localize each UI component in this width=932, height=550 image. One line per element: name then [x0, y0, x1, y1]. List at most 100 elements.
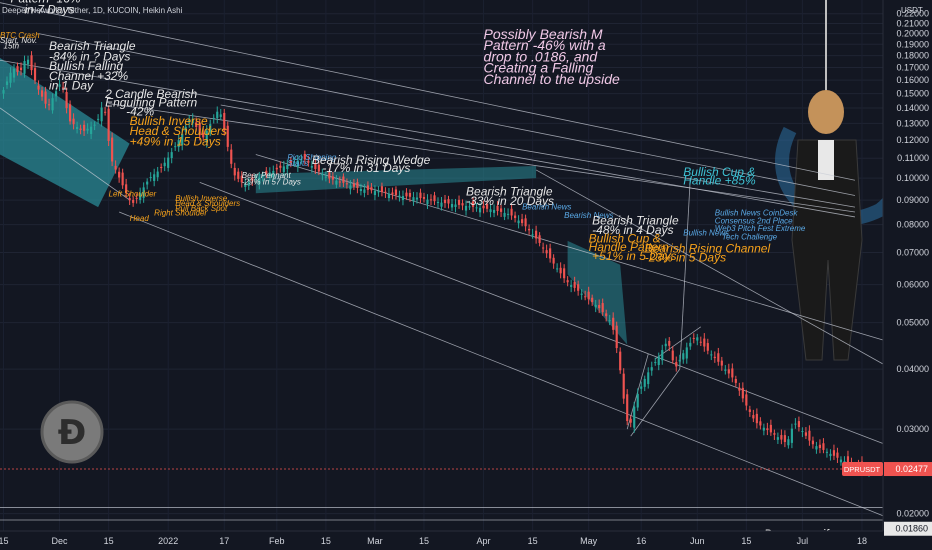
candle-body: [177, 140, 180, 148]
candle-body: [811, 440, 815, 445]
candle-body: [825, 451, 829, 453]
candle-body: [769, 424, 772, 433]
chart-annotation: Bullish Falling: [49, 59, 123, 73]
candle-body: [485, 203, 489, 209]
candle-body: [61, 87, 65, 89]
candle-body: [279, 165, 282, 168]
candle-body: [552, 257, 555, 264]
y-tick-label: 0.04000: [896, 364, 929, 374]
symbol-badge-text: DPRUSDT: [844, 465, 881, 474]
chart-annotation: -17% in 31 Days: [322, 161, 410, 175]
candle-body: [310, 166, 313, 168]
chart-annotation: Start, Nov.: [0, 36, 37, 45]
x-tick-label: 16: [636, 536, 646, 546]
candle-body: [307, 160, 310, 163]
coin-letter-icon: Đ: [58, 413, 87, 453]
candle-body: [489, 209, 492, 213]
chart-annotation: Handle +85%: [683, 173, 756, 187]
chart-annotation: 15th: [4, 42, 20, 51]
chart-annotation: Bullish Cup &: [589, 231, 661, 245]
candle-body: [615, 325, 618, 349]
candle-body: [153, 174, 156, 181]
chart-annotation: Bearish Triangle: [49, 39, 136, 53]
chart-annotation: Bullish News: [683, 228, 729, 237]
candle-body: [759, 421, 762, 426]
candle-body: [380, 186, 384, 193]
candle-body: [457, 199, 461, 205]
y-tick-label: 0.19000: [896, 39, 929, 49]
candle-body: [111, 137, 114, 162]
candle-body: [107, 108, 110, 141]
target-price-badge: [884, 521, 932, 536]
candle-body: [324, 176, 327, 178]
chart-annotation: Engulfing Pattern: [105, 95, 197, 109]
candle-body: [478, 207, 482, 213]
candle-body: [429, 199, 433, 201]
chart-annotation: BTC Crash: [0, 31, 40, 40]
candle-body: [247, 182, 250, 186]
chart-annotation: -23% in 5 Days: [645, 251, 726, 265]
candle-body: [387, 193, 391, 199]
candle-body: [629, 418, 632, 423]
candle-body: [135, 197, 138, 199]
candle-body: [661, 350, 664, 361]
candle-body: [412, 197, 415, 202]
candle-body: [475, 207, 478, 209]
candle-body: [275, 167, 278, 170]
candle-body: [132, 199, 135, 203]
candle-body: [699, 341, 702, 343]
candle-body: [657, 356, 660, 366]
candle-body: [503, 212, 506, 217]
candle-body: [265, 170, 268, 175]
symbol-badge: [842, 462, 883, 477]
candle-body: [317, 164, 320, 172]
candle-body: [787, 439, 790, 446]
chart-annotation: Pico Shipping: [287, 153, 336, 162]
candle-body: [331, 176, 334, 180]
symbol-line: Deeper Network / Tether, 1D, KUCOIN, Hei…: [2, 6, 183, 15]
candle-body: [202, 132, 205, 138]
candle-body: [633, 406, 636, 428]
chart-annotation: +49% in 15 Days: [130, 134, 221, 148]
x-tick-label: 15: [0, 536, 9, 546]
candle-body: [598, 305, 601, 309]
chart-annotation: Pull Back Spot: [175, 204, 228, 213]
candle-body: [363, 189, 366, 193]
candle-body: [384, 191, 387, 193]
x-tick-label: 15: [528, 536, 538, 546]
candle-body: [2, 90, 5, 94]
chart-annotation: Consensus 2nd Place: [715, 216, 793, 225]
candle-layer: [2, 51, 871, 477]
y-tick-label: 0.20000: [896, 29, 929, 39]
chart-annotation: Bearish Triangle: [592, 214, 679, 228]
candle-body: [258, 177, 261, 185]
candle-body: [209, 124, 212, 132]
trendline: [0, 107, 130, 201]
candle-body: [370, 187, 373, 191]
chart-annotation: Channel +32%: [49, 69, 128, 83]
candle-body: [580, 293, 583, 295]
candle-body: [664, 343, 667, 347]
candle-body: [90, 126, 93, 134]
candle-body: [93, 124, 96, 126]
candle-body: [499, 208, 503, 212]
chart-annotation: -48% in 4 Days: [592, 223, 673, 237]
chart-annotation: Possibly Bearish M: [484, 26, 603, 42]
candle-body: [808, 430, 811, 441]
candle-body: [464, 205, 468, 211]
y-tick-label: 0.11000: [897, 153, 929, 163]
candle-body: [184, 126, 187, 132]
x-tick-label: 18: [857, 536, 867, 546]
candle-body: [846, 456, 850, 463]
candle-body: [675, 362, 678, 367]
candle-body: [76, 127, 79, 130]
candle-body: [65, 91, 68, 109]
candle-body: [121, 172, 124, 186]
candle-body: [335, 180, 338, 185]
candle-body: [160, 166, 163, 168]
candle-body: [167, 157, 170, 168]
x-tick-label: 15: [741, 536, 751, 546]
candle-body: [237, 171, 240, 179]
